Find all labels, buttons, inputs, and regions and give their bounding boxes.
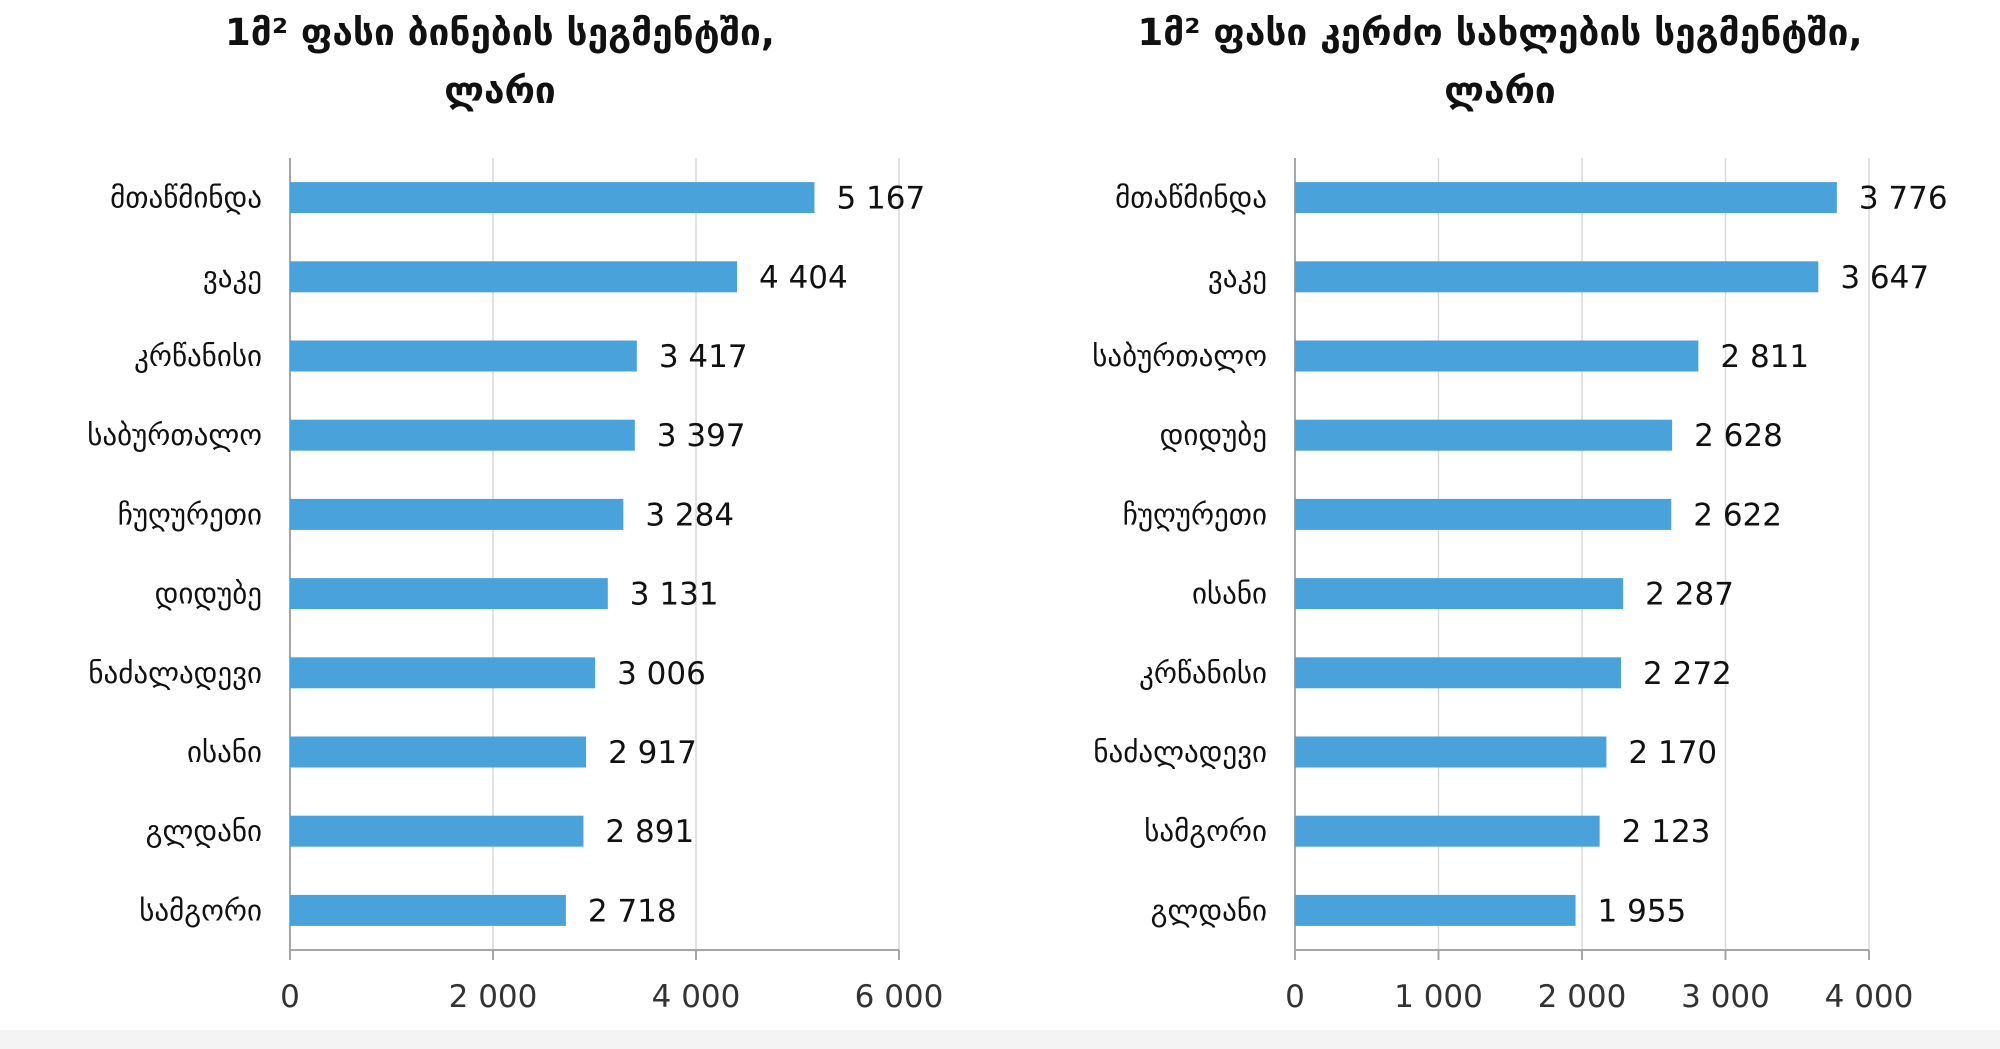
chart-title: 1მ² ფასი ბინების სეგმენტში, ლარი bbox=[0, 4, 1000, 120]
chart-title: 1მ² ფასი კერძო სახლების სეგმენტში, ლარი bbox=[1000, 4, 2000, 120]
x-tick-label: 6 000 bbox=[855, 979, 944, 1015]
bar bbox=[290, 657, 596, 689]
value-label: 2 622 bbox=[1693, 497, 1782, 533]
bar bbox=[1295, 261, 1819, 293]
value-label: 2 718 bbox=[588, 893, 677, 929]
value-label: 2 917 bbox=[608, 735, 697, 771]
value-label: 1 955 bbox=[1598, 893, 1687, 929]
value-label: 3 284 bbox=[645, 497, 734, 533]
chart-title-line2: ლარი bbox=[444, 69, 556, 112]
chart-title-line2: ლარი bbox=[1444, 69, 1556, 112]
chart-title-line1: 1მ² ფასი კერძო სახლების სეგმენტში, bbox=[1137, 11, 1863, 54]
category-label: ჩუღურეთი bbox=[118, 497, 262, 531]
bar bbox=[1295, 498, 1672, 530]
value-label: 3 776 bbox=[1859, 181, 1948, 217]
bar bbox=[1295, 894, 1576, 926]
value-label: 3 397 bbox=[657, 418, 746, 454]
bar bbox=[290, 498, 624, 530]
footer-strip bbox=[0, 1030, 2000, 1049]
x-tick-label: 0 bbox=[1285, 979, 1305, 1015]
bar bbox=[290, 736, 587, 768]
value-label: 2 123 bbox=[1622, 814, 1711, 850]
value-label: 2 891 bbox=[605, 814, 694, 850]
category-label: გლდანი bbox=[1151, 893, 1267, 927]
bar bbox=[1295, 657, 1622, 689]
value-label: 4 404 bbox=[759, 260, 848, 296]
category-label: ვაკე bbox=[1208, 260, 1267, 294]
bar bbox=[1295, 182, 1837, 214]
value-label: 2 170 bbox=[1628, 735, 1717, 771]
category-label: ჩუღურეთი bbox=[1123, 497, 1267, 531]
bar bbox=[290, 182, 815, 214]
x-tick-label: 4 000 bbox=[1825, 979, 1914, 1015]
houses-price-chart: 1მ² ფასი კერძო სახლების სეგმენტში, ლარი … bbox=[1000, 0, 2000, 1049]
apartments-bar-plot: 0 2 000 4 000 6 000 მთაწმინდა 5 167 ვაკე 4 404 კ… bbox=[87, 158, 944, 1015]
bar bbox=[290, 815, 584, 847]
category-label: კრწანისი bbox=[1139, 656, 1267, 690]
category-label: კრწანისი bbox=[134, 339, 262, 373]
value-label: 2 811 bbox=[1720, 339, 1809, 375]
category-label: დიდუბე bbox=[1160, 418, 1267, 452]
value-label: 5 167 bbox=[836, 181, 925, 217]
bar bbox=[1295, 578, 1624, 610]
x-tick-label: 2 000 bbox=[449, 979, 538, 1015]
category-label: ნაძალადევი bbox=[1093, 735, 1267, 769]
bar bbox=[290, 419, 635, 451]
category-label: ნაძალადევი bbox=[88, 656, 262, 690]
x-tick-label: 4 000 bbox=[652, 979, 741, 1015]
x-tick-label: 0 bbox=[280, 979, 300, 1015]
bar bbox=[1295, 815, 1600, 847]
bar bbox=[290, 340, 637, 372]
category-label: დიდუბე bbox=[155, 577, 262, 611]
category-label: საბურთალო bbox=[1092, 339, 1267, 373]
x-tick-label: 3 000 bbox=[1681, 979, 1770, 1015]
apartments-price-chart: 1მ² ფასი ბინების სეგმენტში, ლარი 0 2 000 4… bbox=[0, 4, 1000, 1015]
houses-bar-plot: 0 1 000 2 000 3 000 4 000 მთაწმინდა 3 776 ვაკე 3… bbox=[1092, 158, 1948, 1015]
bar bbox=[290, 894, 566, 926]
value-label: 3 417 bbox=[659, 339, 748, 375]
category-label: მთაწმინდა bbox=[110, 181, 262, 215]
category-label: გლდანი bbox=[146, 814, 262, 848]
category-label: მთაწმინდა bbox=[1115, 181, 1267, 215]
value-label: 2 272 bbox=[1643, 656, 1732, 692]
value-label: 2 628 bbox=[1694, 418, 1783, 454]
bar bbox=[290, 578, 608, 610]
value-label: 3 131 bbox=[630, 577, 719, 613]
value-label: 2 287 bbox=[1645, 577, 1734, 613]
value-label: 3 647 bbox=[1840, 260, 1929, 296]
category-label: ისანი bbox=[187, 735, 262, 769]
value-label: 3 006 bbox=[617, 656, 706, 692]
bar bbox=[290, 261, 738, 293]
category-label: ისანი bbox=[1192, 577, 1267, 611]
bar bbox=[1295, 340, 1699, 372]
category-label: სამგორი bbox=[139, 893, 262, 927]
x-tick-label: 1 000 bbox=[1394, 979, 1483, 1015]
category-label: ვაკე bbox=[203, 260, 262, 294]
category-label: საბურთალო bbox=[87, 418, 262, 452]
bar bbox=[1295, 419, 1673, 451]
category-label: სამგორი bbox=[1144, 814, 1267, 848]
x-tick-label: 2 000 bbox=[1538, 979, 1627, 1015]
chart-title-line1: 1მ² ფასი ბინების სეგმენტში, bbox=[225, 11, 775, 54]
bar bbox=[1295, 736, 1607, 768]
